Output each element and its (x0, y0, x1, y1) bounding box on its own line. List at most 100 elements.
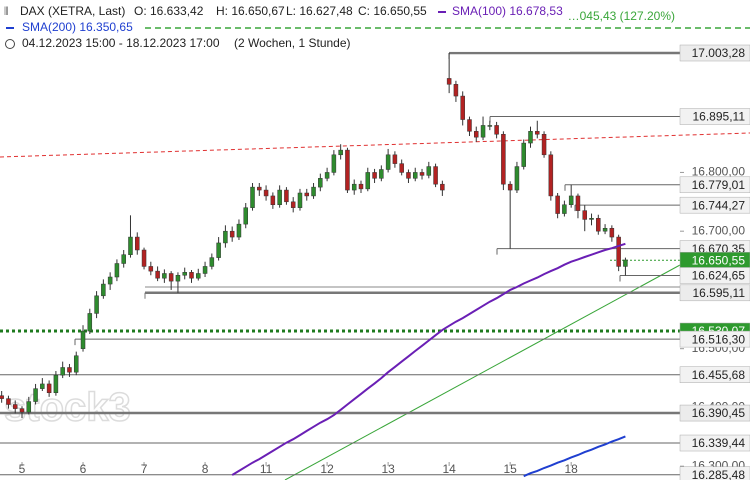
candle-body (453, 84, 459, 97)
candle-body (406, 172, 411, 179)
candle-body (107, 276, 113, 285)
level-label: 16.285,48 (692, 468, 746, 480)
candle-body (623, 259, 628, 267)
level-box (679, 366, 750, 383)
candle-body (501, 133, 506, 185)
candle-body (26, 401, 32, 413)
candle-body (290, 201, 296, 208)
candle-body (94, 295, 99, 314)
x-tick-label: 13 (381, 462, 395, 476)
x-tick-label: 12 (320, 462, 334, 476)
candle-body (216, 242, 221, 258)
candle-body (270, 195, 276, 205)
candle-body (412, 172, 418, 179)
candle-body (0, 395, 4, 399)
x-tick-label: 15 (503, 462, 517, 476)
candle-body (19, 408, 25, 413)
candle-body (528, 131, 533, 144)
level-label: 16.516,30 (692, 332, 746, 346)
trend-line-red (0, 132, 750, 158)
candle-body (155, 270, 160, 279)
level-label: 16.624,65 (692, 269, 746, 283)
level-box (679, 44, 750, 62)
candle-body (460, 95, 465, 120)
candle-body (392, 154, 398, 164)
candle-body (250, 186, 255, 208)
candle-body (73, 355, 79, 373)
candle-body (365, 172, 371, 190)
candle-body (568, 195, 574, 205)
candle-body (379, 169, 384, 179)
level-label: 16.390,45 (692, 406, 746, 420)
candle-body (12, 404, 18, 409)
level-box (679, 267, 750, 284)
candle-body (487, 125, 493, 127)
level-box (679, 434, 750, 452)
x-tick-label: 11 (260, 462, 273, 476)
candle-body (80, 330, 86, 349)
trend-line-green (284, 264, 681, 480)
candle-body (399, 163, 404, 173)
x-tick-label: 7 (141, 462, 148, 476)
candle-body (324, 172, 330, 179)
sma200-legend: SMA(200) 16.350,65 (22, 20, 133, 34)
candle-body (162, 273, 167, 279)
candle-body (46, 383, 52, 394)
level-box (679, 330, 750, 348)
level-box (679, 196, 750, 214)
level-label: 17.003,28 (692, 46, 746, 60)
target-label: …045,43 (127.20%) (568, 9, 675, 23)
level-label: 16.339,44 (692, 436, 746, 450)
candle-body (121, 254, 126, 264)
candle-body (446, 78, 452, 85)
candle-body (562, 204, 567, 214)
candle-body (33, 388, 38, 402)
sma-line (523, 435, 626, 478)
watermark: stock3 (4, 386, 131, 430)
candle-body (589, 218, 594, 220)
x-tick-label: 8 (202, 462, 209, 476)
candle-body (372, 172, 377, 179)
candle-body (535, 131, 540, 135)
period: (2 Wochen, 1 Stunde) (234, 36, 351, 50)
level-label: 16.455,68 (692, 368, 746, 382)
open: O: 16.633,42 (134, 4, 204, 18)
candle-body (60, 367, 65, 376)
candle-body (609, 227, 615, 238)
candle-body (53, 374, 59, 394)
sma-line (231, 242, 626, 476)
candle-body (474, 131, 479, 138)
candle-body (440, 183, 445, 191)
x-tick-label: 6 (80, 462, 87, 476)
candle-body (135, 236, 140, 251)
candle-body (616, 236, 621, 267)
level-box (679, 466, 750, 480)
candle-body (236, 223, 242, 238)
candle-body (514, 166, 520, 191)
level-label: 16.895,11 (693, 110, 746, 124)
candle-body (148, 266, 154, 272)
candle-body (555, 195, 560, 214)
candle-body (351, 183, 357, 191)
candle-body (223, 230, 228, 244)
candle-body (433, 166, 438, 185)
candle-body (40, 383, 45, 389)
candle-body (480, 125, 486, 138)
candle-body (331, 154, 337, 173)
candle-body (189, 272, 194, 279)
candle-body (175, 275, 181, 282)
x-tick-label: 18 (565, 462, 579, 476)
candle-body (209, 257, 215, 267)
candle-body (426, 166, 432, 176)
candle-body (128, 236, 133, 255)
level-label: 16.744,27 (692, 198, 746, 212)
candle-body (575, 195, 581, 211)
high: H: 16.650,67 (216, 4, 285, 18)
header: ⫴ DAX (XETRA, Last) O: 16.633,42 H: 16.6… (0, 0, 570, 52)
sma100-legend: SMA(100) 16.678,53 (452, 4, 563, 18)
background: stock3 (0, 132, 750, 480)
candle-body (467, 119, 472, 132)
candle-body (541, 133, 547, 156)
candle-body (345, 149, 350, 191)
